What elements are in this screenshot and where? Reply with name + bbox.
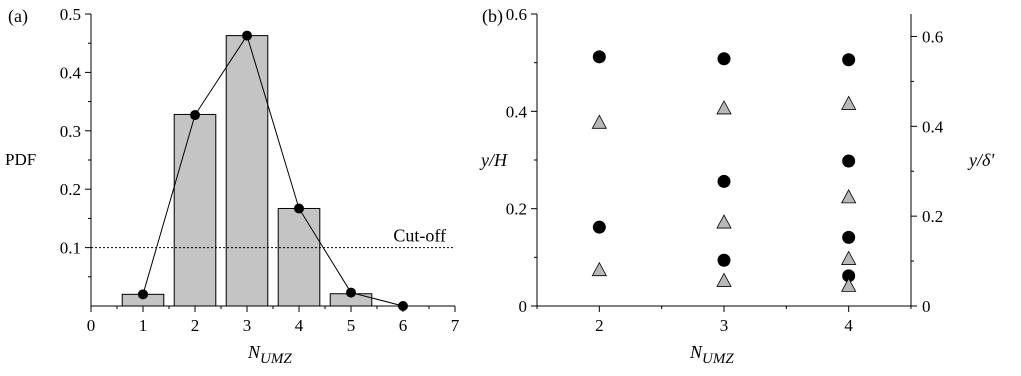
panel-label-b: (b) bbox=[482, 6, 503, 27]
x-tick-label-2: 2 bbox=[595, 316, 604, 335]
left-y-tick-label-0: 0 bbox=[519, 297, 528, 316]
circle-point bbox=[842, 154, 856, 168]
circle-point bbox=[842, 230, 856, 244]
triangle-point bbox=[840, 95, 857, 110]
circle-point bbox=[592, 220, 606, 234]
right-y-tick-label-0.2: 0.2 bbox=[922, 207, 943, 226]
circle-point bbox=[842, 269, 856, 283]
y-tick-label-0.5: 0.5 bbox=[60, 5, 81, 24]
x-tick-label-3: 3 bbox=[243, 316, 252, 335]
pdf-line bbox=[142, 34, 404, 307]
x-tick-label-6: 6 bbox=[399, 316, 408, 335]
y-tick-label-0.2: 0.2 bbox=[60, 180, 81, 199]
circle-point bbox=[717, 174, 731, 188]
x-tick-label-4: 4 bbox=[295, 316, 304, 335]
triangle-point bbox=[840, 277, 857, 292]
circle-point bbox=[717, 52, 731, 66]
x-tick-label-2: 2 bbox=[191, 316, 200, 335]
circle-point bbox=[717, 253, 731, 267]
bar-2 bbox=[173, 113, 217, 307]
panel-b: 2 3 400.20.40.600.20.40.6(b)y/H y/δ′NUMZ bbox=[479, 5, 995, 367]
pdf-point-4 bbox=[294, 203, 304, 214]
pdf-point-2 bbox=[190, 110, 200, 121]
right-y-tick-label-0.6: 0.6 bbox=[922, 27, 943, 46]
left-y-tick-label-0.6: 0.6 bbox=[506, 5, 527, 24]
triangle-point bbox=[716, 272, 732, 287]
x-tick-label-5: 5 bbox=[347, 316, 356, 335]
y-tick-label-0.3: 0.3 bbox=[60, 122, 81, 141]
right-y-axis-label: y/δ′ bbox=[967, 150, 995, 170]
x-tick-label-0: 0 bbox=[87, 316, 96, 335]
panel-a: Cut-off 0 1 2 3 4 5 6 7 0.1 0.2 0.3 0.4 0.5 (a) PDF NUMZ bbox=[5, 5, 460, 367]
triangle-point bbox=[840, 250, 857, 265]
right-y-tick-label-0.4: 0.4 bbox=[922, 117, 944, 136]
triangle-point bbox=[591, 261, 608, 277]
x-tick-label-1: 1 bbox=[139, 316, 148, 335]
circle-point bbox=[842, 53, 856, 67]
pdf-point-3 bbox=[242, 30, 252, 41]
bar-4 bbox=[277, 207, 321, 307]
bar-3 bbox=[225, 35, 269, 307]
right-y-tick-label-0: 0 bbox=[922, 297, 931, 316]
triangle-point bbox=[591, 114, 608, 129]
triangle-point bbox=[716, 100, 732, 115]
pdf-point-5 bbox=[346, 287, 356, 298]
y-tick-label-0.4: 0.4 bbox=[60, 63, 82, 82]
x-axis-label: NUMZ bbox=[689, 342, 734, 367]
triangle-point bbox=[716, 214, 732, 229]
y-tick-label-0.1: 0.1 bbox=[60, 239, 81, 258]
pdf-point-1 bbox=[138, 289, 148, 300]
cutoff-label: Cut-off bbox=[393, 226, 446, 246]
panel-label-a: (a) bbox=[8, 6, 28, 27]
left-y-tick-label-0.4: 0.4 bbox=[506, 102, 528, 121]
y-axis-label: PDF bbox=[5, 150, 36, 169]
x-tick-label-3: 3 bbox=[720, 316, 729, 335]
left-y-tick-label-0.2: 0.2 bbox=[506, 200, 527, 219]
x-axis-label: NUMZ bbox=[247, 342, 292, 367]
triangle-point bbox=[840, 189, 857, 204]
x-tick-label-4: 4 bbox=[844, 316, 853, 335]
left-y-axis-label: y/H bbox=[479, 150, 508, 170]
x-tick-label-7: 7 bbox=[451, 316, 460, 335]
circle-point bbox=[592, 50, 606, 64]
